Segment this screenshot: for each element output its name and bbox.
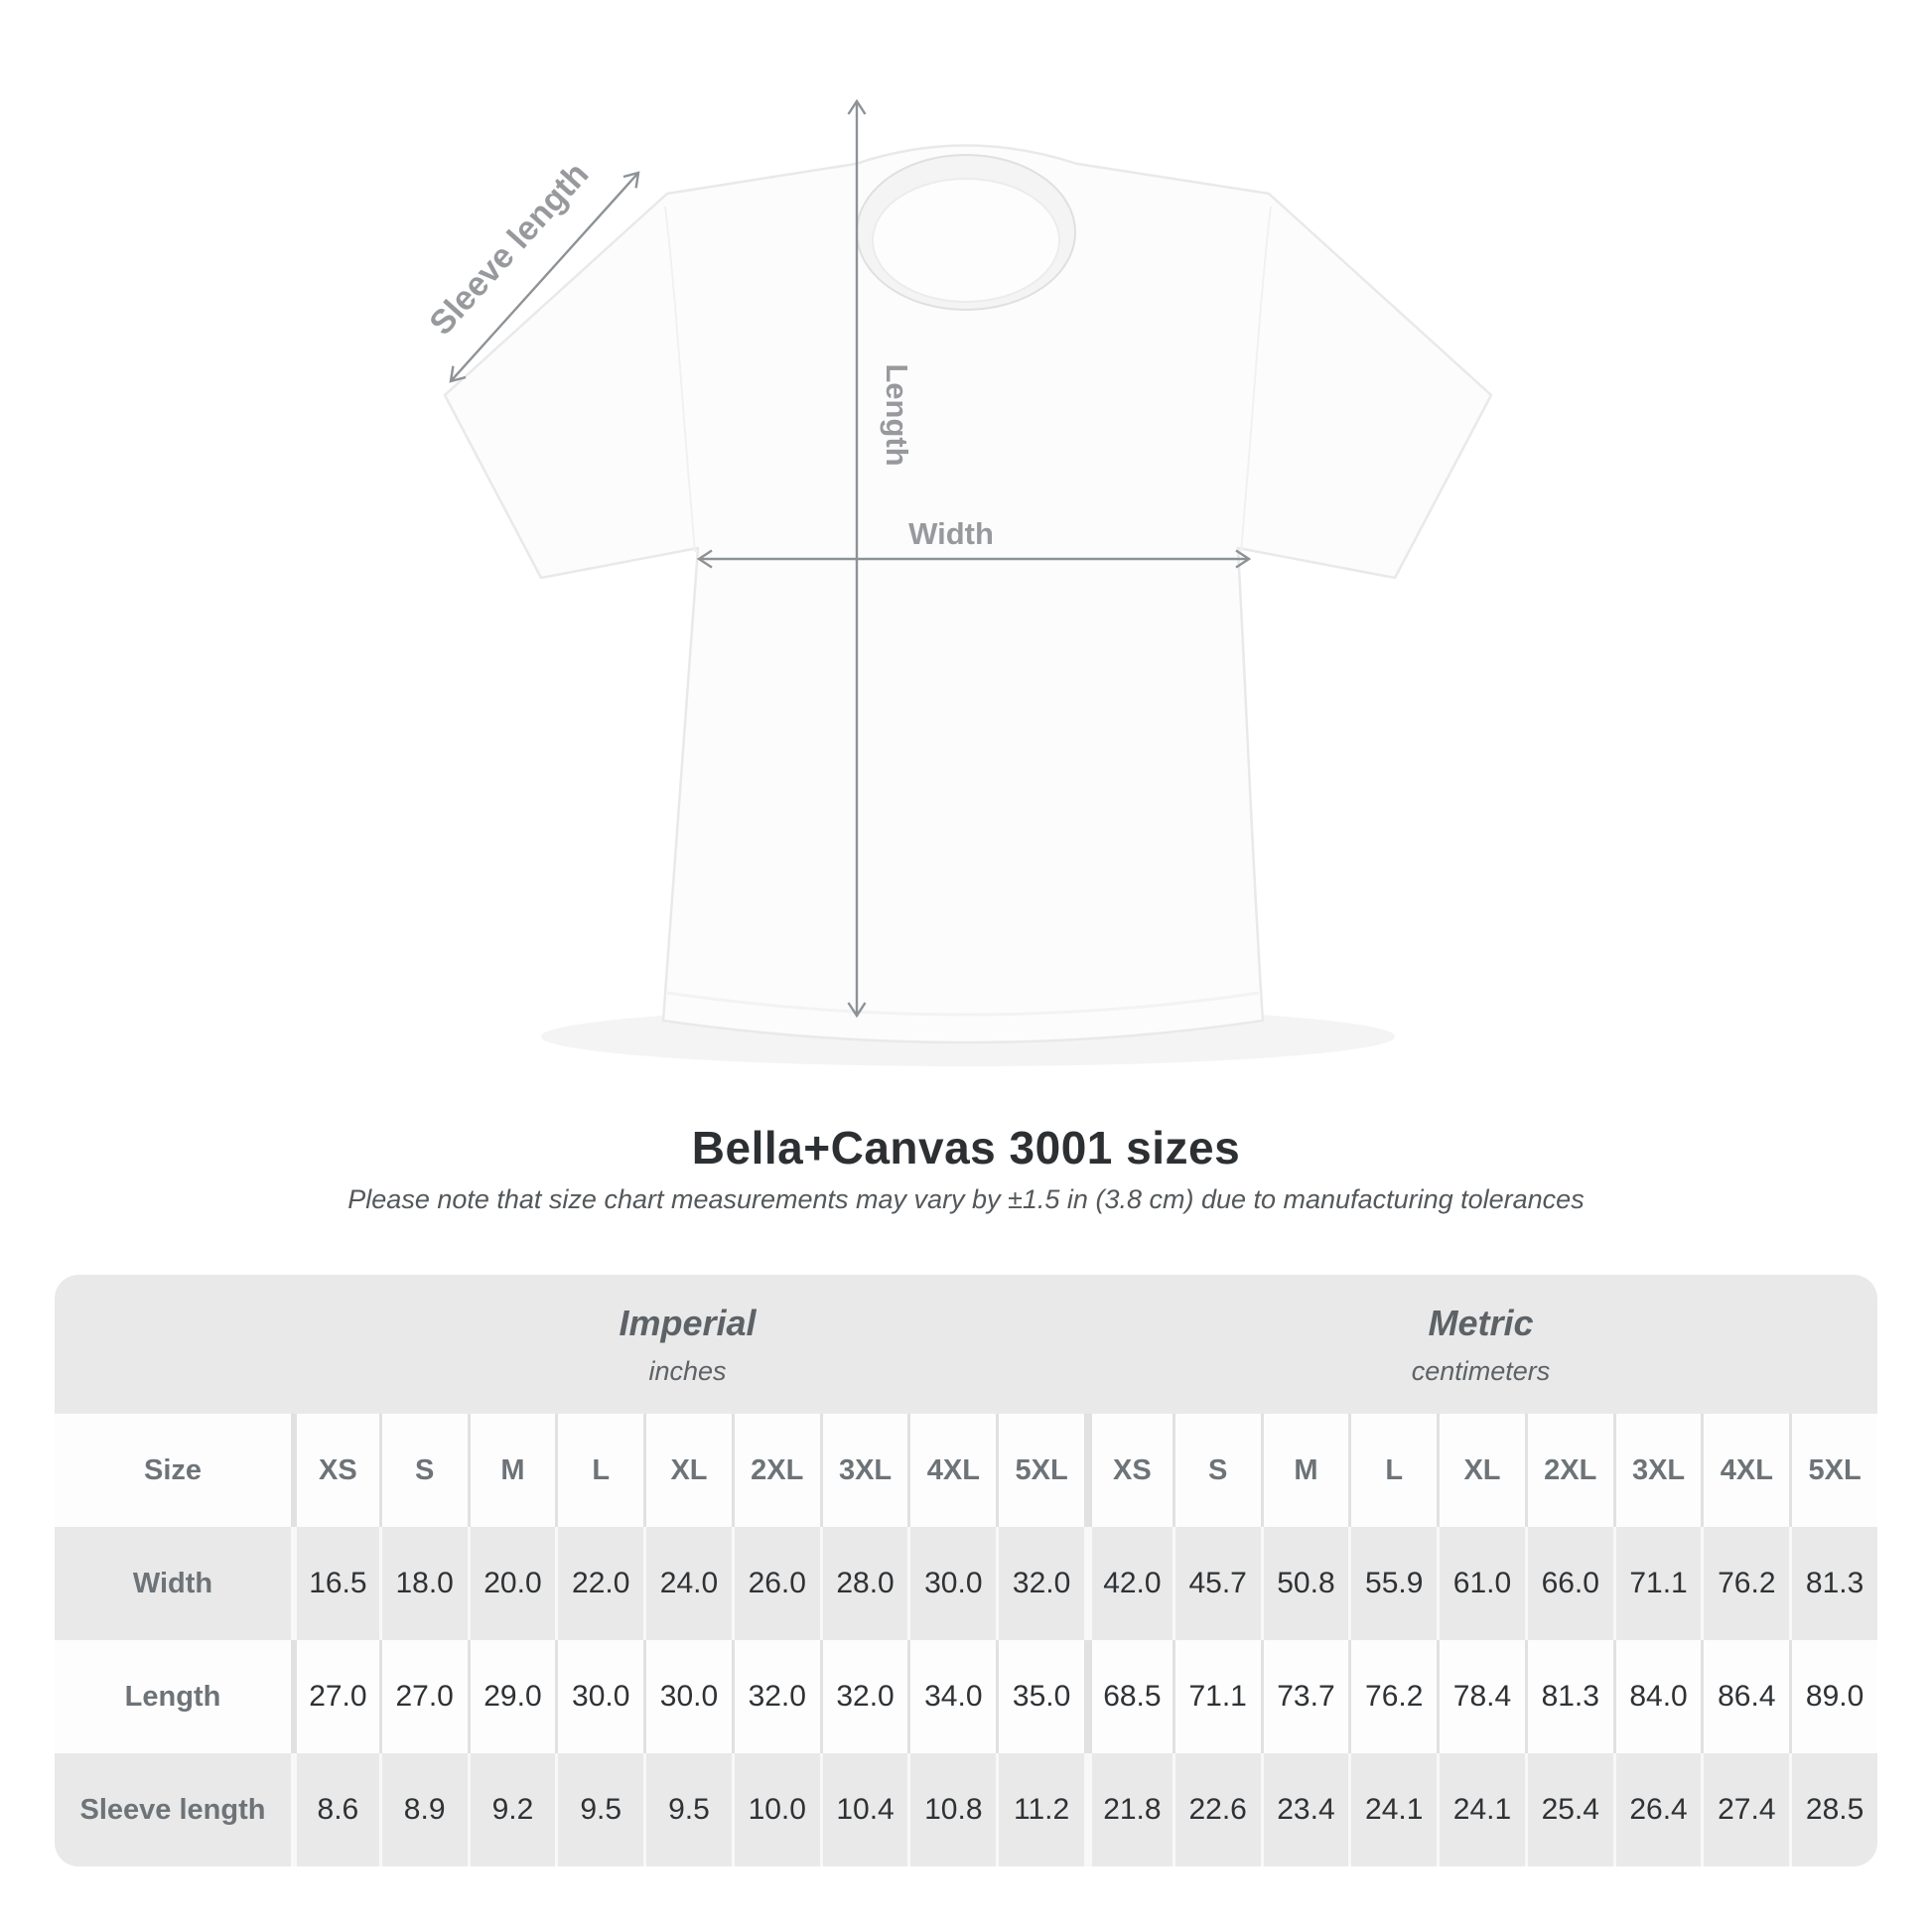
cell-value: 24.1 bbox=[1348, 1753, 1438, 1866]
cell-value: 81.3 bbox=[1524, 1640, 1613, 1753]
size-col-header: M bbox=[467, 1414, 556, 1527]
cell-value: 22.0 bbox=[555, 1527, 644, 1640]
cell-value: 84.0 bbox=[1612, 1640, 1702, 1753]
metric-units: centimeters bbox=[1411, 1355, 1551, 1386]
cell-value: 68.5 bbox=[1084, 1640, 1173, 1753]
cell-value: 16.5 bbox=[291, 1527, 379, 1640]
tshirt-graphic bbox=[443, 144, 1493, 1044]
width-label: Width bbox=[908, 516, 994, 551]
cell-value: 76.2 bbox=[1701, 1527, 1790, 1640]
cell-value: 81.3 bbox=[1789, 1527, 1877, 1640]
cell-value: 29.0 bbox=[467, 1640, 556, 1753]
size-col-header: 4XL bbox=[907, 1414, 997, 1527]
cell-value: 10.0 bbox=[731, 1753, 820, 1866]
imperial-units: inches bbox=[648, 1355, 727, 1386]
size-col-header: 5XL bbox=[1789, 1414, 1877, 1527]
size-col-header: 5XL bbox=[996, 1414, 1084, 1527]
cell-value: 20.0 bbox=[467, 1527, 556, 1640]
cell-value: 30.0 bbox=[907, 1527, 997, 1640]
size-col-header: XS bbox=[291, 1414, 379, 1527]
size-col-header: S bbox=[1172, 1414, 1261, 1527]
tshirt-hem-fold bbox=[666, 991, 1260, 1017]
cell-value: 11.2 bbox=[996, 1753, 1084, 1866]
cell-value: 26.4 bbox=[1612, 1753, 1702, 1866]
cell-value: 42.0 bbox=[1084, 1527, 1173, 1640]
size-col-header: 2XL bbox=[1524, 1414, 1613, 1527]
cell-value: 73.7 bbox=[1260, 1640, 1349, 1753]
length-label: Length bbox=[880, 363, 914, 466]
cell-value: 27.0 bbox=[291, 1640, 379, 1753]
cell-value: 10.8 bbox=[907, 1753, 997, 1866]
size-col-header: 3XL bbox=[819, 1414, 908, 1527]
sleeve-length-arrow bbox=[449, 171, 640, 383]
cell-value: 66.0 bbox=[1524, 1527, 1613, 1640]
tshirt-right-seam bbox=[1240, 206, 1272, 553]
tshirt-measure-diagram: Sleeve length Length Width bbox=[422, 98, 1493, 1066]
cell-value: 30.0 bbox=[555, 1640, 644, 1753]
cell-value: 8.9 bbox=[378, 1753, 468, 1866]
cell-value: 34.0 bbox=[907, 1640, 997, 1753]
cell-value: 9.2 bbox=[467, 1753, 556, 1866]
cell-value: 30.0 bbox=[643, 1640, 732, 1753]
cell-value: 26.0 bbox=[731, 1527, 820, 1640]
cell-value: 28.0 bbox=[819, 1527, 908, 1640]
cell-value: 50.8 bbox=[1260, 1527, 1349, 1640]
tshirt-collar-inner bbox=[872, 178, 1060, 303]
size-chart-table: Imperial inches Metric centimeters Size … bbox=[55, 1275, 1877, 1866]
size-col-header: 3XL bbox=[1612, 1414, 1702, 1527]
cell-value: 27.4 bbox=[1701, 1753, 1790, 1866]
size-col-header: 2XL bbox=[731, 1414, 820, 1527]
cell-value: 21.8 bbox=[1084, 1753, 1173, 1866]
cell-value: 23.4 bbox=[1260, 1753, 1349, 1866]
size-col-header: 4XL bbox=[1701, 1414, 1790, 1527]
cell-value: 9.5 bbox=[643, 1753, 732, 1866]
cell-value: 32.0 bbox=[819, 1640, 908, 1753]
cell-value: 71.1 bbox=[1172, 1640, 1261, 1753]
cell-value: 32.0 bbox=[731, 1640, 820, 1753]
metric-header: Metric centimeters bbox=[1084, 1275, 1877, 1414]
cell-value: 45.7 bbox=[1172, 1527, 1261, 1640]
page-title: Bella+Canvas 3001 sizes bbox=[691, 1122, 1241, 1173]
tolerance-note: Please note that size chart measurements… bbox=[347, 1184, 1585, 1214]
size-col-header: L bbox=[1348, 1414, 1438, 1527]
row-label: Length bbox=[55, 1640, 291, 1753]
size-col-header: S bbox=[378, 1414, 468, 1527]
cell-value: 9.5 bbox=[555, 1753, 644, 1866]
cell-value: 28.5 bbox=[1789, 1753, 1877, 1866]
cell-value: 24.1 bbox=[1437, 1753, 1525, 1866]
cell-value: 8.6 bbox=[291, 1753, 379, 1866]
cell-value: 32.0 bbox=[996, 1527, 1084, 1640]
imperial-title: Imperial bbox=[619, 1302, 757, 1343]
row-label: Width bbox=[55, 1527, 291, 1640]
size-col-header: XS bbox=[1084, 1414, 1173, 1527]
table-header-corner bbox=[55, 1275, 291, 1414]
cell-value: 35.0 bbox=[996, 1640, 1084, 1753]
cell-value: 86.4 bbox=[1701, 1640, 1790, 1753]
cell-value: 76.2 bbox=[1348, 1640, 1438, 1753]
metric-title: Metric bbox=[1428, 1302, 1534, 1343]
cell-value: 22.6 bbox=[1172, 1753, 1261, 1866]
cell-value: 27.0 bbox=[378, 1640, 468, 1753]
cell-value: 24.0 bbox=[643, 1527, 732, 1640]
row-label: Sleeve length bbox=[55, 1753, 291, 1866]
size-col-header: XL bbox=[1437, 1414, 1525, 1527]
cell-value: 71.1 bbox=[1612, 1527, 1702, 1640]
cell-value: 10.4 bbox=[819, 1753, 908, 1866]
cell-value: 61.0 bbox=[1437, 1527, 1525, 1640]
tshirt-left-seam bbox=[664, 206, 696, 553]
row-label: Size bbox=[55, 1414, 291, 1527]
cell-value: 25.4 bbox=[1524, 1753, 1613, 1866]
size-col-header: M bbox=[1260, 1414, 1349, 1527]
size-col-header: L bbox=[555, 1414, 644, 1527]
cell-value: 55.9 bbox=[1348, 1527, 1438, 1640]
cell-value: 89.0 bbox=[1789, 1640, 1877, 1753]
imperial-header: Imperial inches bbox=[291, 1275, 1084, 1414]
cell-value: 78.4 bbox=[1437, 1640, 1525, 1753]
cell-value: 18.0 bbox=[378, 1527, 468, 1640]
size-col-header: XL bbox=[643, 1414, 732, 1527]
